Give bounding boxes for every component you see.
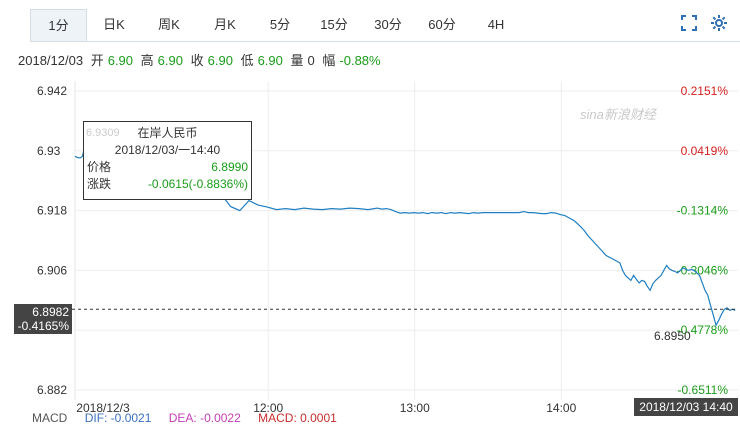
y-tick-label: 6.942 (37, 84, 67, 98)
crosshair-x-label: 2018/12/03 14:40 (634, 398, 738, 416)
info-low-label: 低 (240, 53, 254, 68)
pct-tick-label: -0.6511% (678, 383, 729, 397)
y-tick-label: 6.906 (37, 263, 67, 277)
info-date: 2018/12/03 (18, 53, 84, 68)
info-high: 6.90 (157, 53, 183, 68)
tooltip-change: -0.0615(-0.8836%) (147, 177, 248, 191)
y-tick-label: 6.93 (37, 144, 61, 158)
pct-tick-label: 0.0419% (681, 144, 729, 158)
macd-value: MACD: 0.0001 (258, 411, 337, 425)
x-tick-label: 13:00 (400, 401, 430, 415)
tab-bar-divider (30, 41, 740, 42)
x-tick-label: 12:00 (253, 401, 283, 415)
pct-tick-label: -0.3046% (677, 263, 729, 277)
y-tick-label: 6.918 (37, 204, 67, 218)
tooltip-price: 6.8990 (211, 160, 248, 174)
pct-tick-label: -0.1314% (677, 204, 729, 218)
info-open-label: 开 (90, 53, 104, 68)
info-close-label: 收 (190, 53, 204, 68)
hover-tooltip: 在岸人民币 2018/12/03/一14:40 价格 6.8990 涨跌 -0.06… (83, 121, 252, 200)
tab-60min[interactable]: 60分 (428, 17, 456, 32)
macd-legend: MACD DIF: -0.0021 DEA: -0.0022 MACD: 0.0… (32, 411, 351, 425)
tab-weekly-k[interactable]: 周K (158, 17, 180, 32)
macd-label: MACD (32, 411, 68, 425)
info-open: 6.90 (107, 53, 134, 68)
info-close: 6.90 (207, 53, 233, 68)
tab-1min[interactable]: 1分 (30, 9, 87, 41)
period-tabs: 1分 日K 周K 月K 5分 15分 30分 60分 4H (30, 9, 523, 41)
crosshair-price: 6.8982 (32, 305, 69, 319)
tooltip-time: 2018/12/03/一14:40 (114, 143, 221, 157)
pct-tick-label: -0.4778% (677, 323, 729, 337)
sina-watermark: sina新浪财经 (580, 107, 656, 122)
tooltip-ghost-value: 6.9309 (86, 127, 120, 139)
tab-5min[interactable]: 5分 (269, 17, 291, 32)
tooltip-change-label: 涨跌 (87, 177, 112, 191)
x-tick-label: 14:00 (546, 401, 576, 415)
info-amp: -0.88% (339, 53, 381, 68)
crosshair-pct: -0.4165% (17, 319, 69, 333)
info-low: 6.90 (257, 53, 283, 68)
tab-daily-k[interactable]: 日K (103, 17, 125, 32)
x-tick-label: 2018/12/3 (76, 401, 130, 415)
last-value-label: 6.8950 (654, 329, 691, 343)
fullscreen-icon[interactable] (680, 14, 698, 32)
info-vol-label: 量 (290, 53, 304, 68)
info-high-label: 高 (140, 53, 154, 68)
macd-dif: DIF: -0.0021 (84, 411, 152, 425)
crosshair-y-label: 6.8982 -0.4165% (14, 304, 72, 334)
tab-30min[interactable]: 30分 (374, 17, 402, 32)
info-amp-label: 幅 (322, 53, 336, 68)
period-tab-bar: 1分 日K 周K 月K 5分 15分 30分 60分 4H (0, 0, 740, 46)
tab-monthly-k[interactable]: 月K (214, 17, 236, 32)
info-vol: 0 (307, 53, 315, 68)
y-tick-label: 6.882 (37, 383, 67, 397)
tooltip-title: 在岸人民币 (137, 126, 198, 140)
settings-icon[interactable] (710, 14, 728, 32)
tab-15min[interactable]: 15分 (320, 17, 348, 32)
macd-dea: DEA: -0.0022 (168, 411, 241, 425)
tooltip-price-label: 价格 (87, 160, 112, 174)
pct-tick-label: 0.2151% (681, 84, 729, 98)
tab-4h[interactable]: 4H (487, 17, 505, 32)
